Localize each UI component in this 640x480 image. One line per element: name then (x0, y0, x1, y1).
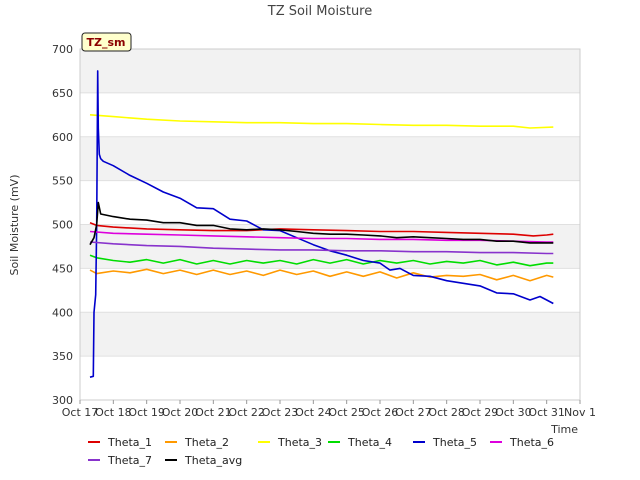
x-tick-label: Oct 21 (195, 406, 232, 419)
y-tick-label: 450 (52, 262, 73, 275)
station-badge: TZ_sm (81, 32, 132, 52)
x-tick-label: Oct 22 (228, 406, 265, 419)
legend-label-theta-4: Theta_4 (347, 436, 392, 449)
legend-label-theta-avg: Theta_avg (184, 454, 242, 467)
x-tick-label: Oct 18 (95, 406, 132, 419)
plot-band (80, 356, 580, 400)
x-tick-label: Oct 27 (395, 406, 432, 419)
y-tick-label: 550 (52, 175, 73, 188)
x-tick-label: Oct 20 (162, 406, 199, 419)
x-tick-label: Oct 25 (328, 406, 365, 419)
x-tick-label: Oct 30 (495, 406, 532, 419)
plot-background (80, 49, 580, 400)
y-tick-label: 400 (52, 306, 73, 319)
x-tick-label: Oct 19 (128, 406, 165, 419)
x-tick-label: Oct 26 (362, 406, 399, 419)
legend-label-theta-6: Theta_6 (509, 436, 554, 449)
legend-label-theta-5: Theta_5 (432, 436, 477, 449)
station-badge-label: TZ_sm (87, 36, 126, 49)
plot-band (80, 136, 580, 181)
plot-band (80, 92, 580, 137)
x-tick-label: Oct 29 (462, 406, 499, 419)
series-line-theta-avg (89, 201, 554, 246)
station-badge-box (81, 32, 132, 52)
series-line-theta-5 (89, 70, 554, 378)
y-axis-label: Soil Moisture (mV) (8, 175, 21, 276)
y-axis-ticks: 300 350 400 450 500 550 600 650 700 (52, 43, 73, 407)
x-tick-label: Oct 24 (295, 406, 332, 419)
x-tick-label: Oct 28 (428, 406, 465, 419)
y-tick-label: 350 (52, 350, 73, 363)
x-axis-label: Time (550, 423, 578, 436)
chart-title: TZ Soil Moisture (267, 4, 373, 19)
plot-band (80, 49, 580, 93)
plot-band (80, 268, 580, 313)
series-line-theta-7 (89, 241, 554, 255)
x-tick-label: Oct 23 (262, 406, 299, 419)
series-line-theta-3 (89, 114, 554, 129)
legend-label-theta-1: Theta_1 (107, 436, 152, 449)
legend: Theta_1 Theta_2 Theta_3 Theta_4 Theta_5 Theta… (88, 436, 554, 467)
plot-frame (79, 48, 581, 401)
y-tick-label: 600 (52, 131, 73, 144)
legend-label-theta-7: Theta_7 (107, 454, 152, 467)
x-tick-label: Oct 31 (528, 406, 565, 419)
y-tick-label: 650 (52, 87, 73, 100)
plot-band (80, 312, 580, 357)
y-tick-label: 500 (52, 219, 73, 232)
legend-label-theta-3: Theta_3 (277, 436, 322, 449)
plot-band (80, 180, 580, 225)
y-tick-label: 700 (52, 43, 73, 56)
series-line-theta-2 (89, 268, 554, 282)
series-line-theta-1 (89, 221, 554, 237)
y-tick-label: 300 (52, 394, 73, 407)
x-tick-label: Oct 17 (62, 406, 99, 419)
legend-label-theta-2: Theta_2 (184, 436, 229, 449)
series-line-theta-4 (89, 254, 554, 267)
series-lines (89, 70, 554, 378)
x-tick-label: Nov 1 (564, 406, 596, 419)
